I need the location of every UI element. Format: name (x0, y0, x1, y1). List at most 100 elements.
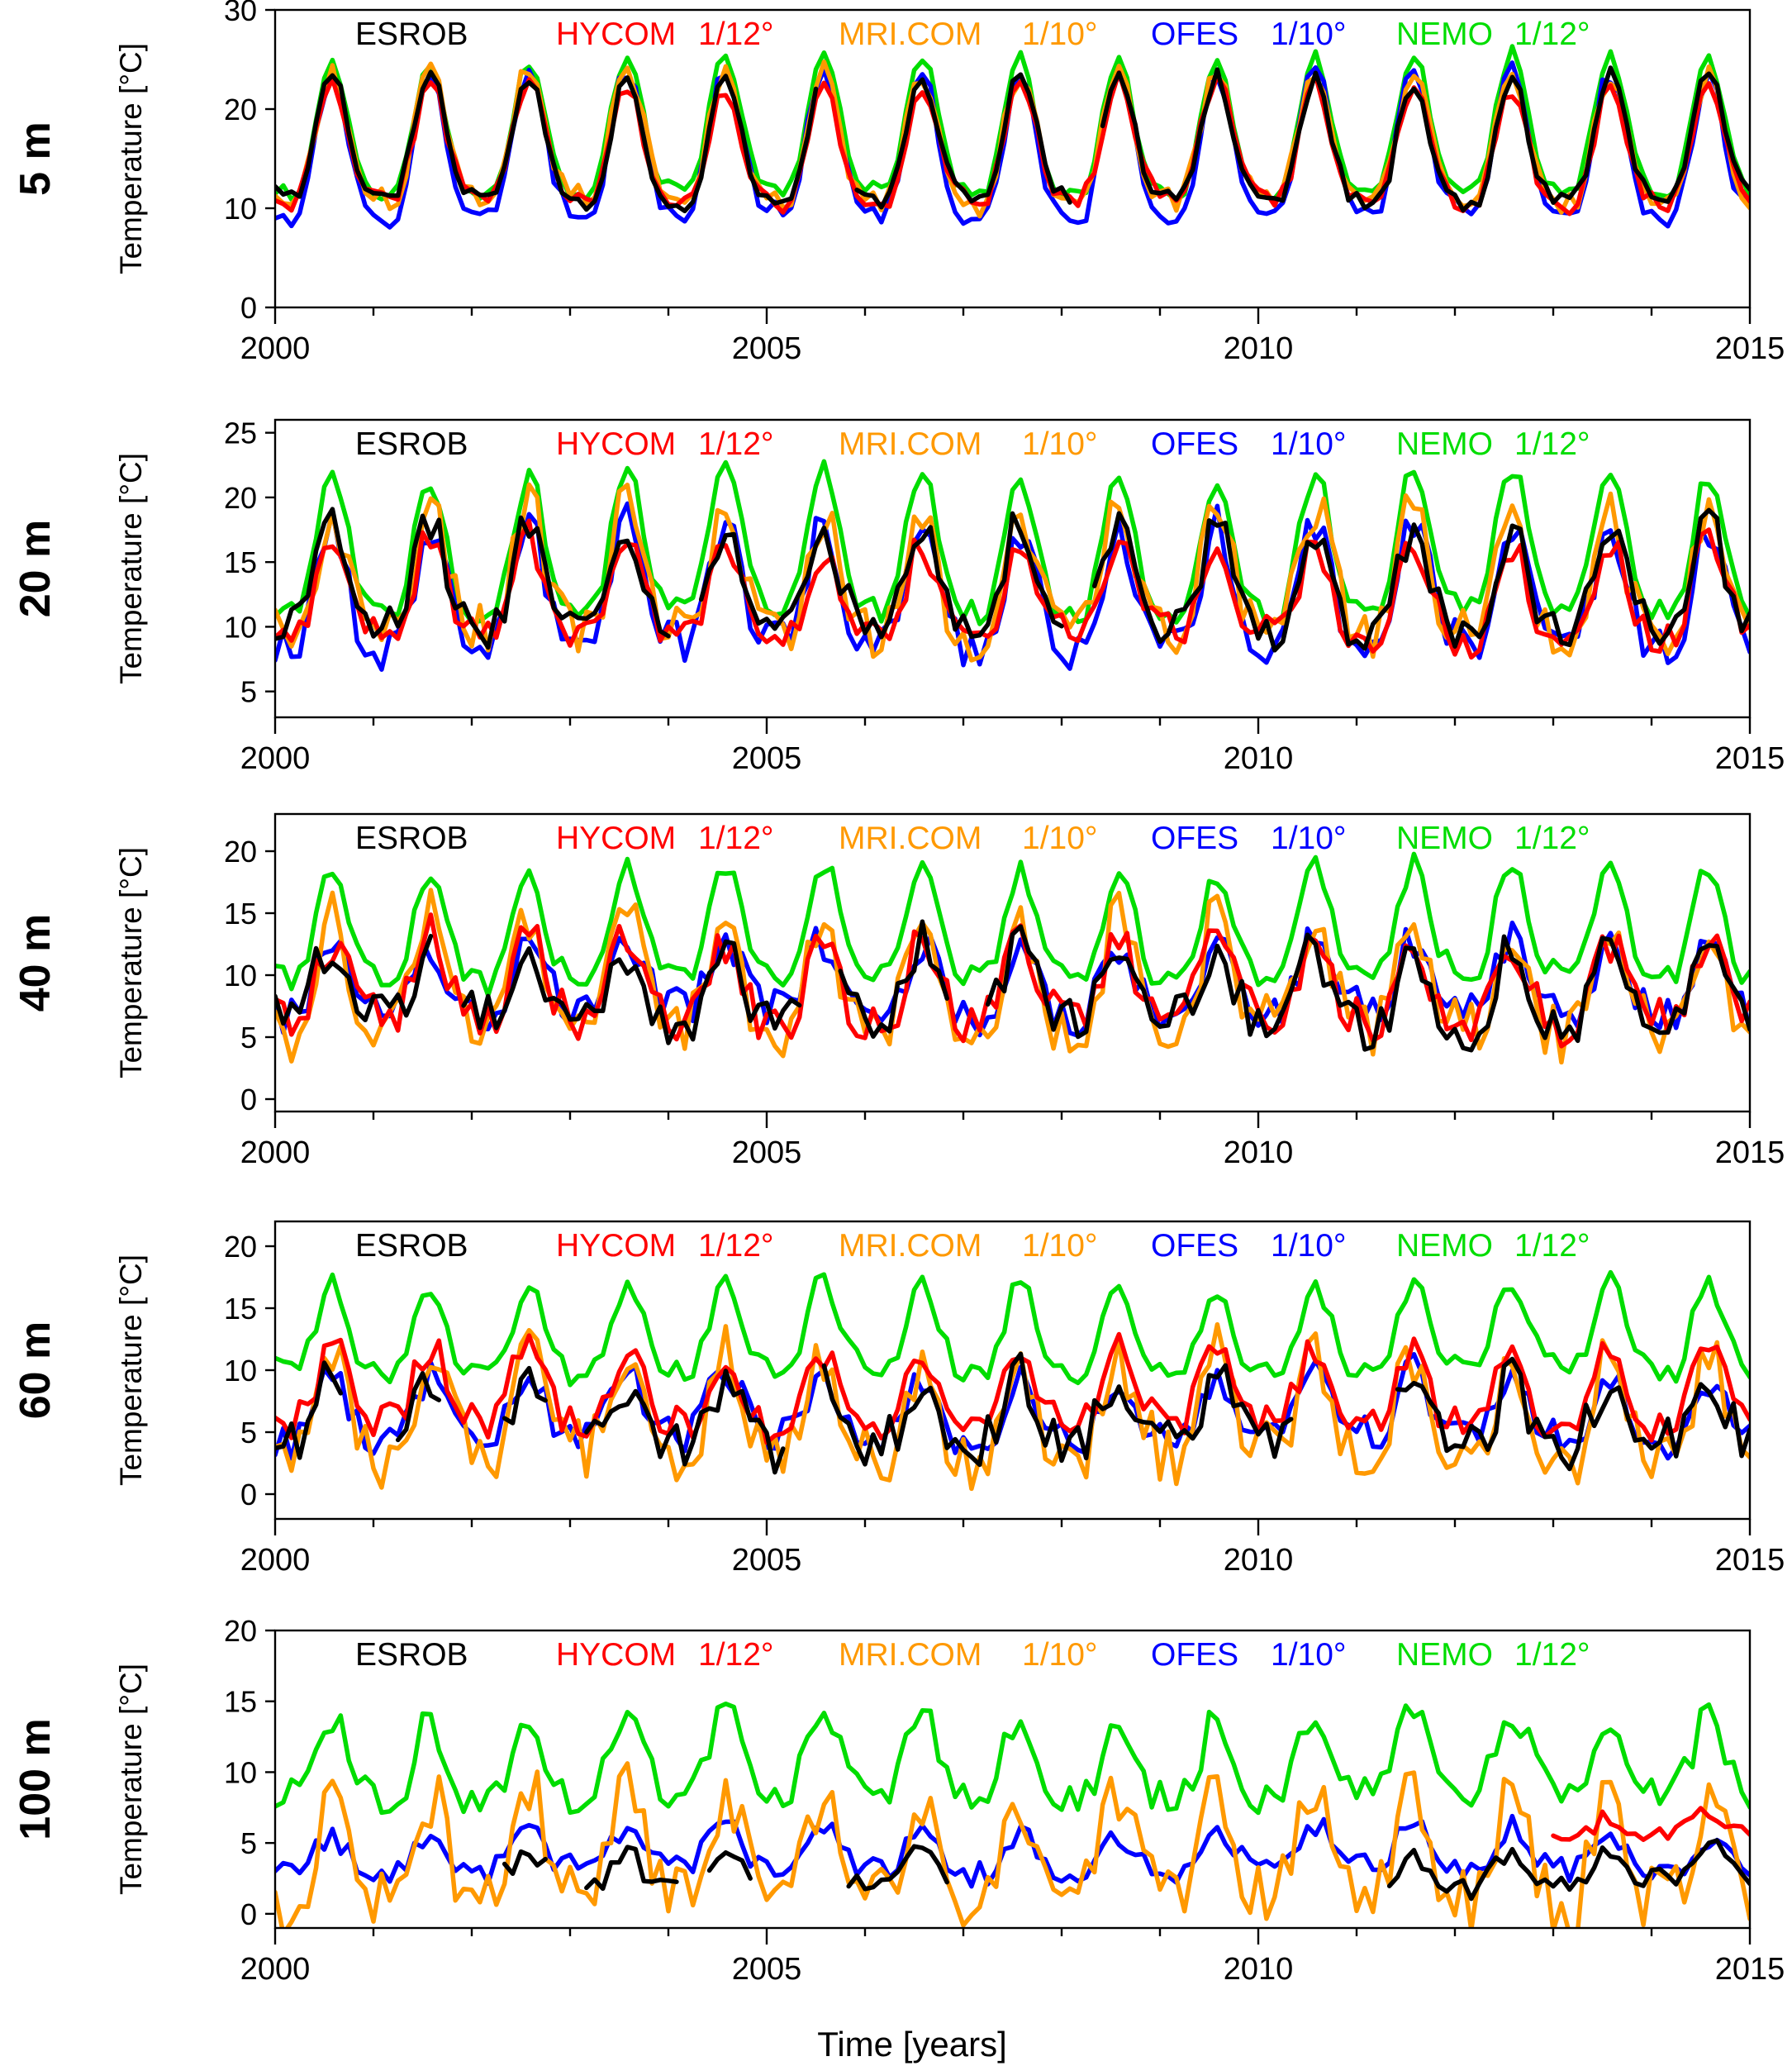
x-tick-label: 2000 (240, 1952, 311, 1987)
y-tick-label: 20 (224, 481, 257, 515)
series-line-ofes (275, 1813, 1750, 1889)
depth-label: 60 m (12, 1321, 59, 1420)
legend-name-mricom: MRI.COM (839, 821, 982, 856)
y-tick-label: 15 (224, 1685, 257, 1719)
series-line-nemo (275, 851, 1750, 998)
legend-resolution-hycom: 1/12° (698, 426, 774, 462)
legend-resolution-hycom: 1/12° (698, 1228, 774, 1264)
legend-resolution-mricom: 1/10° (1022, 821, 1098, 856)
legend-resolution-nemo: 1/12° (1514, 17, 1590, 52)
x-tick-label: 2005 (732, 741, 802, 776)
y-tick-label: 15 (224, 1292, 257, 1326)
series-line-esrob (275, 65, 1750, 214)
legend-name-mricom: MRI.COM (839, 17, 982, 52)
legend-resolution-ofes: 1/10° (1271, 1637, 1347, 1673)
depth-label: 40 m (12, 914, 59, 1012)
y-tick-label: 10 (224, 192, 257, 226)
x-tick-label: 2015 (1715, 331, 1785, 366)
x-tick-label: 2000 (240, 1543, 311, 1578)
y-tick-label: 10 (224, 1354, 257, 1388)
y-tick-label: 5 (240, 1416, 257, 1450)
plot-frame (273, 8, 1752, 309)
legend-resolution-mricom: 1/10° (1022, 1228, 1098, 1264)
x-tick-label: 2010 (1224, 741, 1294, 776)
legend-name-nemo: NEMO (1396, 426, 1493, 462)
x-tick-label: 2010 (1224, 331, 1294, 366)
x-tick-label: 2005 (732, 1543, 802, 1578)
legend-name-nemo: NEMO (1396, 1228, 1493, 1264)
legend-resolution-ofes: 1/10° (1271, 821, 1347, 856)
series-group (275, 1269, 1750, 1492)
x-axis-title: Time [years] (817, 2025, 1006, 2064)
legend-name-nemo: NEMO (1396, 1637, 1493, 1673)
y-tick-label: 10 (224, 1755, 257, 1789)
series-group (275, 44, 1750, 230)
panel-5m: 0 10 20 30 2000 2005 2010 2015 Temperature [°C] 5… (12, 0, 1785, 366)
legend-name-ofes: OFES (1151, 17, 1238, 52)
x-tick-label: 2005 (732, 1135, 802, 1170)
legend-resolution-hycom: 1/12° (698, 1637, 774, 1673)
legend-name-hycom: HYCOM (556, 426, 676, 462)
series-line-esrob (501, 1838, 1750, 1902)
y-tick-label: 0 (240, 1478, 257, 1511)
y-tick-label: 10 (224, 959, 257, 993)
y-axis-title: Temperature [°C] (114, 43, 148, 274)
legend-resolution-mricom: 1/10° (1022, 17, 1098, 52)
legend-resolution-mricom: 1/10° (1022, 1637, 1098, 1673)
series-group (275, 851, 1750, 1065)
legend-name-hycom: HYCOM (556, 821, 676, 856)
x-tick-label: 2005 (732, 1952, 802, 1987)
x-tick-label: 2000 (240, 331, 311, 366)
series-line-nemo (275, 459, 1750, 629)
series-line-nemo (275, 1701, 1750, 1816)
series-line-hycom (1551, 1806, 1750, 1842)
legend-name-esrob: ESROB (355, 17, 468, 52)
x-tick-label: 2005 (732, 331, 802, 366)
y-tick-label: 15 (224, 545, 257, 579)
legend-name-esrob: ESROB (355, 821, 468, 856)
legend-name-ofes: OFES (1151, 1637, 1238, 1673)
y-tick-label: 20 (224, 835, 257, 869)
y-tick-label: 5 (240, 675, 257, 709)
legend-resolution-mricom: 1/10° (1022, 426, 1098, 462)
legend-name-ofes: OFES (1151, 1228, 1238, 1264)
x-tick-label: 2010 (1224, 1543, 1294, 1578)
legend-name-mricom: MRI.COM (839, 426, 982, 462)
y-tick-label: 20 (224, 93, 257, 126)
y-tick-label: 0 (240, 291, 257, 325)
legend-resolution-hycom: 1/12° (698, 17, 774, 52)
series-line-mricom (275, 1761, 1750, 1928)
legend-name-hycom: HYCOM (556, 1228, 676, 1264)
y-tick-label: 30 (224, 0, 257, 27)
depth-label: 20 m (12, 520, 59, 618)
legend-name-hycom: HYCOM (556, 1637, 676, 1673)
panel-40m: 0 5 10 15 20 2000 2005 2010 2015 Temperature [°C]… (12, 812, 1785, 1170)
legend-resolution-nemo: 1/12° (1514, 821, 1590, 856)
legend-name-esrob: ESROB (355, 426, 468, 462)
x-tick-label: 2015 (1715, 1543, 1785, 1578)
y-axis-title: Temperature [°C] (114, 1254, 148, 1486)
x-tick-label: 2015 (1715, 741, 1785, 776)
y-axis-title: Temperature [°C] (114, 847, 148, 1078)
legend-name-nemo: NEMO (1396, 821, 1493, 856)
panel-100m: 0 5 10 15 20 2000 2005 2010 2015 Temperature [°C]… (12, 1614, 1785, 1987)
legend-name-ofes: OFES (1151, 426, 1238, 462)
y-axis-title: Temperature [°C] (114, 1664, 148, 1895)
x-tick-label: 2000 (240, 1135, 311, 1170)
series-line-esrob (275, 919, 1750, 1053)
y-tick-label: 5 (240, 1826, 257, 1860)
series-group (275, 459, 1750, 672)
legend-name-hycom: HYCOM (556, 17, 676, 52)
legend-name-mricom: MRI.COM (839, 1228, 982, 1264)
legend-resolution-ofes: 1/10° (1271, 17, 1347, 52)
depth-label: 5 m (12, 121, 59, 196)
series-line-esrob (275, 507, 1750, 653)
y-tick-label: 25 (224, 417, 257, 450)
legend-resolution-nemo: 1/12° (1514, 1637, 1590, 1673)
series-line-esrob (275, 1351, 1750, 1475)
legend-resolution-ofes: 1/10° (1271, 426, 1347, 462)
legend-resolution-nemo: 1/12° (1514, 426, 1590, 462)
legend-name-mricom: MRI.COM (839, 1637, 982, 1673)
legend-name-ofes: OFES (1151, 821, 1238, 856)
